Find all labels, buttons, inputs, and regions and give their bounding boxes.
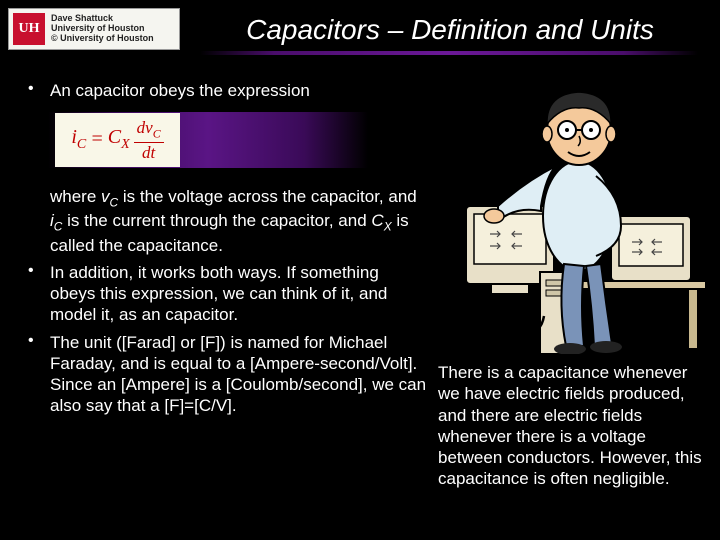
- leg-right: [586, 264, 612, 346]
- title-underline: [200, 51, 698, 55]
- illustration-caption: There is a capacitance whenever we have …: [438, 362, 706, 490]
- uh-logo-box: Dave Shattuck University of Houston © Un…: [8, 8, 180, 50]
- bullet-1: • An capacitor obeys the expression: [28, 80, 428, 101]
- tower-drive1: [546, 280, 562, 286]
- tower-drive2: [546, 290, 562, 296]
- slide-title: Capacitors – Definition and Units: [200, 14, 700, 46]
- where-row: where vC is the voltage across the capac…: [28, 186, 428, 256]
- illustration: [446, 66, 706, 354]
- where-text: where vC is the voltage across the capac…: [50, 186, 428, 256]
- eye-right: [589, 128, 593, 132]
- formula-box: iC = CX dvC dt: [55, 113, 180, 167]
- bullet-1-text: An capacitor obeys the expression: [50, 80, 310, 101]
- formula-eq: =: [90, 128, 104, 151]
- bullet-spacer: [28, 186, 50, 256]
- frac-top: dvC: [134, 119, 164, 142]
- below-formula: where vC is the voltage across the capac…: [28, 186, 428, 423]
- eye-left: [565, 128, 569, 132]
- formula-fraction: dvC dt: [134, 119, 164, 160]
- monitor-right-screen: [619, 224, 683, 266]
- bullet-marker: •: [28, 332, 50, 417]
- bullet-2-text: In addition, it works both ways. If some…: [50, 262, 428, 326]
- desk-leg-right: [688, 289, 698, 349]
- desk-top: [566, 281, 706, 289]
- monitor-left-base: [491, 284, 529, 294]
- bullet-2: • In addition, it works both ways. If so…: [28, 262, 428, 326]
- uh-logo-mark: [13, 13, 45, 45]
- uh-logo-text: Dave Shattuck University of Houston © Un…: [51, 14, 154, 44]
- leg-left: [561, 264, 584, 346]
- formula-lhs: iC: [71, 126, 86, 153]
- formula: iC = CX dvC dt: [71, 119, 163, 160]
- bullet-marker: •: [28, 80, 50, 101]
- ear-right: [606, 126, 616, 142]
- bullet-3-text: The unit ([Farad] or [F]) is named for M…: [50, 332, 428, 417]
- monitor-left-screen: [474, 214, 546, 264]
- bullet-3: • The unit ([Farad] or [F]) is named for…: [28, 332, 428, 417]
- hand-left: [484, 209, 504, 223]
- formula-c: CX: [108, 126, 130, 153]
- cable: [506, 294, 544, 331]
- shoe-right: [590, 341, 622, 353]
- ear-left: [542, 126, 552, 142]
- frac-bot: dt: [142, 143, 155, 161]
- content-left: • An capacitor obeys the expression: [28, 80, 428, 107]
- bullet-marker: •: [28, 262, 50, 326]
- logo-line3: © University of Houston: [51, 34, 154, 44]
